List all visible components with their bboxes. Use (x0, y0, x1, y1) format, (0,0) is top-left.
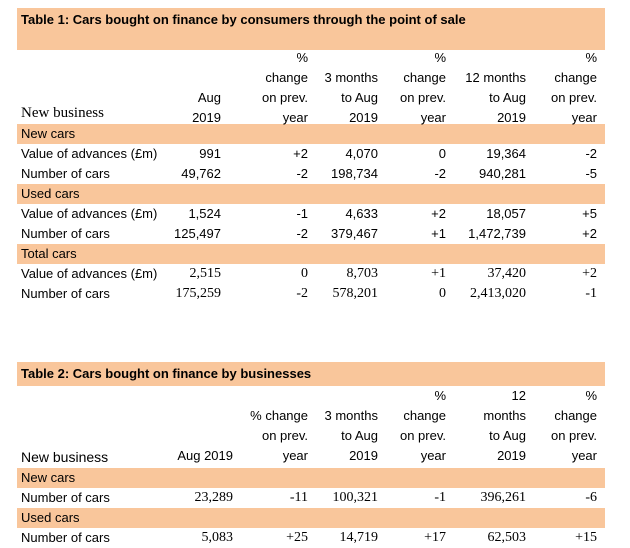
table-1: Table 1: Cars bought on finance by consu… (17, 8, 605, 304)
table-row: Value of advances (£m) 2,515 0 8,703 +1 … (21, 266, 597, 281)
table-row: Value of advances (£m) 1,524 -1 4,633 +2… (21, 206, 597, 221)
table-2-header-aug: Aug 2019 (177, 448, 233, 463)
table-row: Number of cars 49,762 -2 198,734 -2 940,… (21, 166, 597, 181)
table-2: Table 2: Cars bought on finance by busin… (17, 362, 605, 548)
table-2-header-pct-3: % change on prev. year (550, 388, 597, 463)
table-2-header-pct-1: % change on prev. year (250, 408, 308, 463)
table-1-header-12-months: 12 months to Aug 2019 (465, 70, 526, 125)
table-2-header: New business Aug 2019 % change on prev. ye… (17, 386, 605, 468)
table-1-header-pct-1: % change on prev. year (261, 50, 308, 125)
table-2-header-pct-2: % change on prev. year (399, 388, 446, 463)
table-2-title: Table 2: Cars bought on finance by busin… (17, 362, 605, 386)
section-new-cars: New cars (17, 468, 605, 488)
table-row: Number of cars 125,497 -2 379,467 +1 1,4… (21, 226, 597, 241)
section-total-cars: Total cars (17, 244, 605, 264)
table-row: Value of advances (£m) 991 +2 4,070 0 19… (21, 146, 597, 161)
table-2-header-12-months: 12 months to Aug 2019 (483, 388, 526, 463)
section-new-cars: New cars (17, 124, 605, 144)
table-row: Number of cars 23,289 -11 100,321 -1 396… (21, 490, 597, 505)
table-1-header: New business Aug 2019 % change on prev. year… (17, 50, 605, 125)
table-1-header-3-months: 3 months to Aug 2019 (324, 70, 378, 125)
table-2-header-label: New business (21, 449, 109, 465)
table-row: Number of cars 5,083 +25 14,719 +17 62,5… (21, 530, 597, 545)
table-2-header-3-months: 3 months to Aug 2019 (324, 408, 378, 463)
table-1-header-label: New business (21, 105, 104, 121)
table-row: Number of cars 175,259 -2 578,201 0 2,41… (21, 286, 597, 301)
table-1-header-pct-3: % change on prev. year (550, 50, 597, 125)
table-1-title: Table 1: Cars bought on finance by consu… (17, 8, 605, 50)
table-1-header-aug: Aug 2019 (192, 90, 221, 125)
table-1-header-pct-2: % change on prev. year (399, 50, 446, 125)
section-used-cars: Used cars (17, 184, 605, 204)
section-used-cars: Used cars (17, 508, 605, 528)
